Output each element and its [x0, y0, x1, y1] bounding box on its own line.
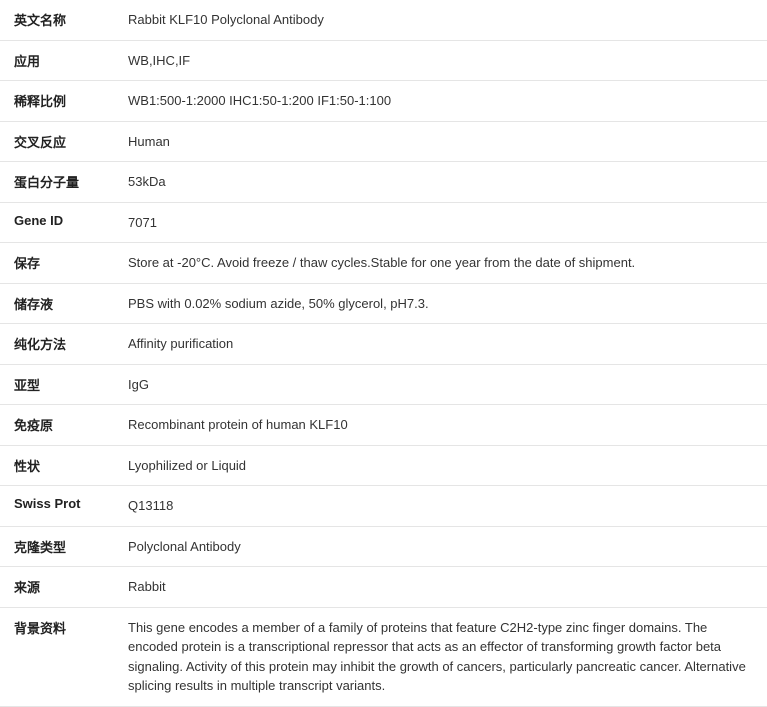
row-label: 背景资料: [0, 607, 120, 706]
table-row: 背景资料This gene encodes a member of a fami…: [0, 607, 767, 706]
table-row: 保存Store at -20°C. Avoid freeze / thaw cy…: [0, 243, 767, 284]
row-label: 蛋白分子量: [0, 162, 120, 203]
table-row: 稀释比例WB1:500-1:2000 IHC1:50-1:200 IF1:50-…: [0, 81, 767, 122]
row-value: Recombinant protein of human KLF10: [120, 405, 767, 446]
row-label: 性状: [0, 445, 120, 486]
row-label: 来源: [0, 567, 120, 608]
table-row: 性状Lyophilized or Liquid: [0, 445, 767, 486]
row-label: 应用: [0, 40, 120, 81]
table-row: 储存液PBS with 0.02% sodium azide, 50% glyc…: [0, 283, 767, 324]
row-value: Affinity purification: [120, 324, 767, 365]
row-label: 亚型: [0, 364, 120, 405]
row-label: 英文名称: [0, 0, 120, 40]
row-value: WB1:500-1:2000 IHC1:50-1:200 IF1:50-1:10…: [120, 81, 767, 122]
row-label: Gene ID: [0, 202, 120, 243]
table-row: 克隆类型Polyclonal Antibody: [0, 526, 767, 567]
table-row: 免疫原Recombinant protein of human KLF10: [0, 405, 767, 446]
table-row: 交叉反应Human: [0, 121, 767, 162]
row-label: 交叉反应: [0, 121, 120, 162]
row-label: 纯化方法: [0, 324, 120, 365]
table-row: Swiss ProtQ13118: [0, 486, 767, 527]
row-label: 稀释比例: [0, 81, 120, 122]
row-label: 克隆类型: [0, 526, 120, 567]
row-value: 53kDa: [120, 162, 767, 203]
table-row: 英文名称Rabbit KLF10 Polyclonal Antibody: [0, 0, 767, 40]
table-row: Gene ID7071: [0, 202, 767, 243]
row-value: Human: [120, 121, 767, 162]
table-row: 来源Rabbit: [0, 567, 767, 608]
row-label: Swiss Prot: [0, 486, 120, 527]
spec-table: 英文名称Rabbit KLF10 Polyclonal Antibody应用WB…: [0, 0, 767, 707]
row-value: WB,IHC,IF: [120, 40, 767, 81]
row-value: Rabbit KLF10 Polyclonal Antibody: [120, 0, 767, 40]
table-row: 蛋白分子量53kDa: [0, 162, 767, 203]
row-value: This gene encodes a member of a family o…: [120, 607, 767, 706]
table-row: 应用WB,IHC,IF: [0, 40, 767, 81]
row-value: IgG: [120, 364, 767, 405]
row-label: 免疫原: [0, 405, 120, 446]
table-row: 纯化方法Affinity purification: [0, 324, 767, 365]
row-value: Store at -20°C. Avoid freeze / thaw cycl…: [120, 243, 767, 284]
row-value: Polyclonal Antibody: [120, 526, 767, 567]
row-value: Lyophilized or Liquid: [120, 445, 767, 486]
row-label: 储存液: [0, 283, 120, 324]
row-value: PBS with 0.02% sodium azide, 50% glycero…: [120, 283, 767, 324]
row-value: Q13118: [120, 486, 767, 527]
spec-table-body: 英文名称Rabbit KLF10 Polyclonal Antibody应用WB…: [0, 0, 767, 706]
table-row: 亚型IgG: [0, 364, 767, 405]
row-value: 7071: [120, 202, 767, 243]
row-value: Rabbit: [120, 567, 767, 608]
row-label: 保存: [0, 243, 120, 284]
